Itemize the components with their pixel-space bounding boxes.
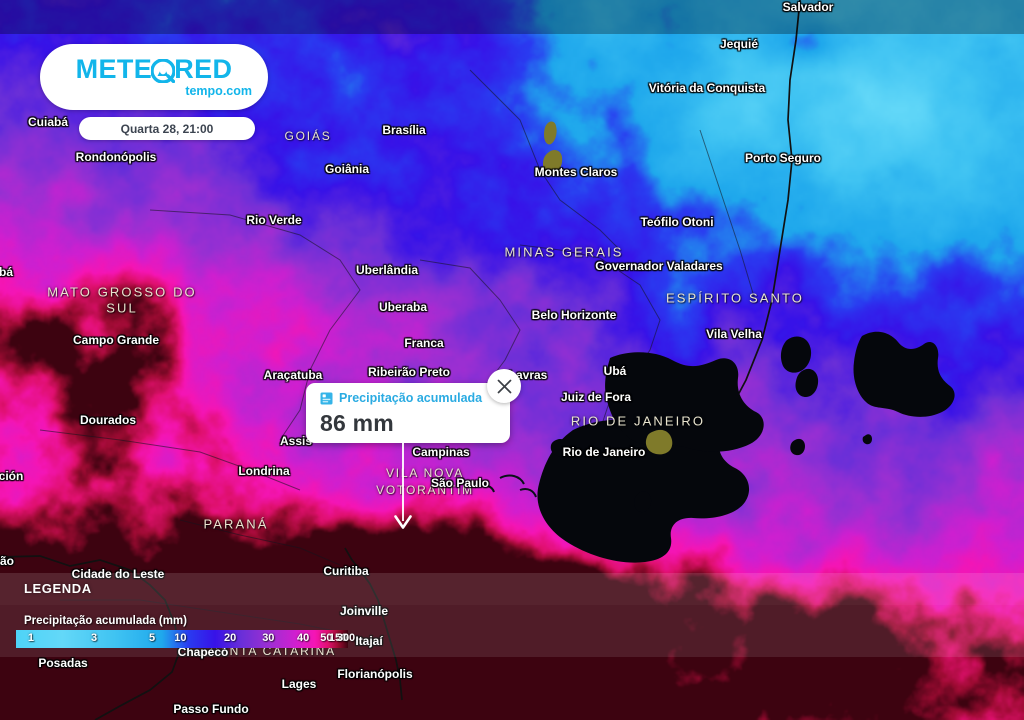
colorbar-tick: 1 <box>27 632 34 644</box>
colorbar-gradient <box>16 630 348 648</box>
precipitation-tooltip[interactable]: Precipitação acumulada 86 mm <box>306 383 510 443</box>
tooltip-title: Precipitação acumulada <box>339 391 483 406</box>
legend-subtitle: Precipitação acumulada (mm) <box>24 615 187 627</box>
tooltip-pointer-line <box>402 443 404 521</box>
arrow-down-icon <box>394 515 412 531</box>
tooltip-value: 86 mm <box>320 410 394 436</box>
logo-tagline: tempo.com <box>185 84 252 99</box>
colorbar-tick: 50 <box>320 632 333 644</box>
precipitation-icon <box>320 392 333 405</box>
colorbar-tick: 3 <box>90 632 98 644</box>
logo-text-part1: METE <box>75 54 153 85</box>
legend-band-top <box>0 573 1024 605</box>
legend-colorbar[interactable]: 1 3 5 10 20 30 40 50 150 300 <box>16 630 355 648</box>
meteored-logo[interactable]: METE RED tempo.com <box>40 44 268 110</box>
colorbar-tick: 40 <box>297 632 310 644</box>
tooltip-header: Precipitação acumulada <box>320 392 510 405</box>
colorbar-tick: 5 <box>149 632 156 644</box>
colorbar-tick: 150 <box>328 632 348 644</box>
timestamp-pill[interactable]: Quarta 28, 21:00 <box>79 117 255 140</box>
colorbar-tick: 10 <box>174 632 187 644</box>
timestamp-label: Quarta 28, 21:00 <box>120 121 214 136</box>
logo-wordmark: METE RED <box>76 56 233 83</box>
close-button[interactable] <box>487 369 521 403</box>
colorbar-tick: 300 <box>336 632 356 644</box>
raindrop-icon <box>151 58 176 83</box>
colorbar-tick: 20 <box>224 632 237 644</box>
logo-text-part2: RED <box>174 54 233 85</box>
legend-heading: LEGENDA <box>24 581 92 596</box>
close-icon <box>496 378 513 395</box>
colorbar-tick: 30 <box>262 632 275 644</box>
